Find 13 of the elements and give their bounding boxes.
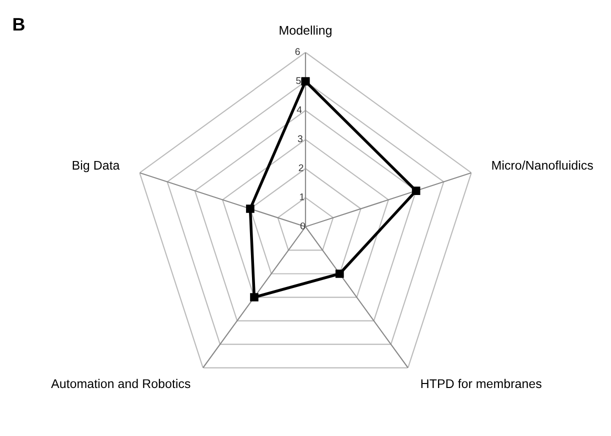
spoke-label: HTPD for membranes <box>421 378 542 388</box>
text: B <box>13 18 24 31</box>
y-tick-label: 5 <box>296 77 301 84</box>
spoke-label: Modelling <box>280 26 332 38</box>
y-tick-label: 3 <box>298 135 302 142</box>
y-tick-label: 2 <box>298 164 304 172</box>
y-tick-label: 0 <box>300 222 306 230</box>
y-tick-label: 4 <box>296 106 302 114</box>
spoke-label: Micro/Nanofluidics <box>492 160 593 170</box>
spoke-label: Automation and Robotics <box>51 378 190 388</box>
spoke-label: Big Data <box>72 160 120 172</box>
y-tick-label: 6 <box>295 48 300 56</box>
y-tick-label: 1 <box>300 193 304 200</box>
